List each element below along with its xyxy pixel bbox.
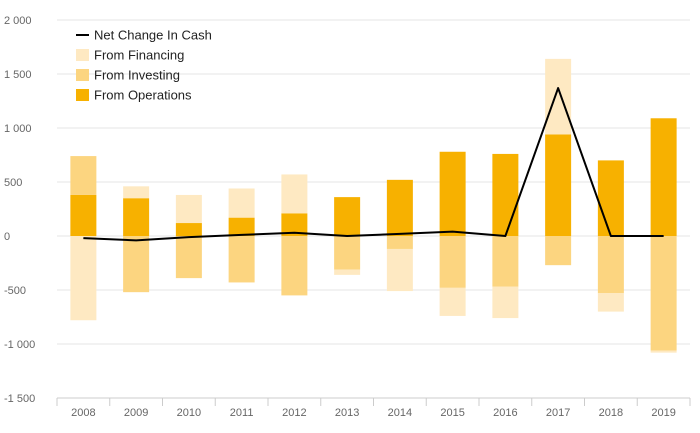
bar-from-financing-2009 — [123, 186, 150, 199]
bar-from-investing-2008 — [70, 156, 97, 195]
bars-layer — [70, 58, 677, 353]
legend-item-net-change-in-cash: Net Change In Cash — [76, 28, 212, 43]
bar-from-operations-2015 — [439, 151, 466, 236]
bar-from-financing-2013 — [334, 269, 361, 275]
bar-from-operations-2013 — [334, 197, 361, 236]
x-tick-label: 2017 — [546, 407, 570, 419]
bar-from-financing-2015 — [439, 287, 466, 316]
legend-item-from-operations: From Operations — [76, 88, 192, 103]
x-tick-label: 2008 — [71, 407, 95, 419]
x-tick-label: 2013 — [335, 407, 359, 419]
legend-swatch-from-investing — [76, 69, 89, 81]
y-tick-label: -1 500 — [4, 393, 35, 405]
bar-from-investing-2010 — [175, 236, 202, 279]
y-tick-label: -1 000 — [4, 339, 35, 351]
x-tick-label: 2009 — [124, 407, 148, 419]
legend-swatch-from-financing — [76, 49, 89, 61]
x-tick-label: 2019 — [651, 407, 675, 419]
bar-from-operations-2019 — [650, 118, 677, 236]
bar-from-investing-2011 — [228, 236, 255, 283]
bar-from-operations-2011 — [228, 217, 255, 236]
bar-from-financing-2018 — [597, 293, 624, 312]
bar-from-operations-2008 — [70, 194, 97, 236]
legend-label-from-operations: From Operations — [94, 88, 192, 103]
bar-from-operations-2018 — [597, 160, 624, 236]
y-tick-label: 1 500 — [4, 69, 32, 81]
legend-item-from-investing: From Investing — [76, 68, 180, 83]
y-tick-label: 1 000 — [4, 123, 32, 135]
bar-from-operations-2017 — [545, 134, 572, 236]
bar-from-operations-2012 — [281, 213, 308, 236]
bar-from-investing-2019 — [650, 236, 677, 351]
y-tick-label: 0 — [4, 231, 10, 243]
x-tick-label: 2011 — [230, 407, 254, 419]
bar-from-financing-2019 — [650, 350, 677, 353]
bar-from-operations-2010 — [175, 223, 202, 236]
legend-label-from-investing: From Investing — [94, 68, 180, 83]
y-tick-label: 2 000 — [4, 15, 32, 27]
bar-from-financing-2017 — [545, 58, 572, 135]
bar-from-operations-2014 — [386, 179, 413, 236]
bar-from-investing-2016 — [492, 236, 519, 287]
bar-from-investing-2014 — [386, 236, 413, 249]
net-change-line — [83, 87, 664, 242]
bar-from-financing-2011 — [228, 188, 255, 218]
bar-from-investing-2018 — [597, 236, 624, 294]
bar-from-financing-2014 — [386, 248, 413, 292]
line-layer — [83, 87, 664, 242]
x-tick-label: 2012 — [282, 407, 306, 419]
x-tick-label: 2016 — [493, 407, 517, 419]
legend-item-from-financing: From Financing — [76, 48, 184, 63]
x-tick-label: 2015 — [440, 407, 464, 419]
bar-from-investing-2015 — [439, 236, 466, 288]
bar-from-financing-2008 — [70, 236, 97, 321]
legend-label-net-change-in-cash: Net Change In Cash — [94, 28, 212, 43]
bar-from-investing-2017 — [545, 236, 572, 266]
y-tick-label: -500 — [4, 285, 26, 297]
bar-from-financing-2016 — [492, 286, 519, 319]
axis-layer: 2 000 1 500 1 000 500 0 -500 -1 000 -1 500 2008 2… — [4, 15, 691, 419]
grid-layer — [57, 19, 690, 345]
bar-from-operations-2009 — [123, 198, 150, 236]
bar-from-operations-2016 — [492, 153, 519, 236]
legend: Net Change In Cash From Financing From Inv… — [76, 28, 212, 103]
y-tick-label: 500 — [4, 177, 22, 189]
x-tick-label: 2018 — [599, 407, 623, 419]
legend-swatch-from-operations — [76, 89, 89, 101]
bar-from-investing-2009 — [123, 236, 150, 293]
bar-from-financing-2010 — [175, 194, 202, 224]
legend-label-from-financing: From Financing — [94, 48, 184, 63]
bar-from-investing-2012 — [281, 236, 308, 296]
x-tick-label: 2010 — [177, 407, 201, 419]
bar-from-investing-2013 — [334, 236, 361, 270]
bar-from-financing-2012 — [281, 174, 308, 214]
x-tick-label: 2014 — [388, 407, 412, 419]
